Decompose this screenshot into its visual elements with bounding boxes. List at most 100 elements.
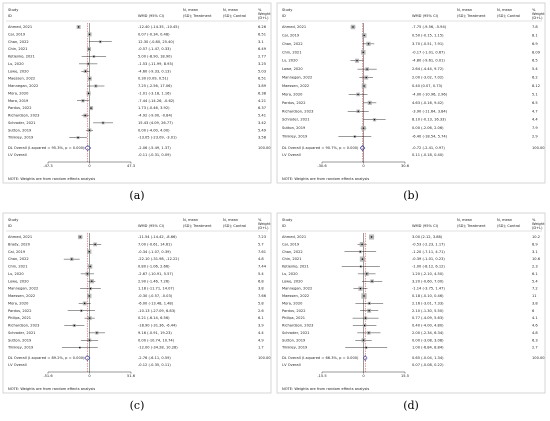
effect-ci: -7.75 (-9.56, -5.94) [412, 25, 447, 29]
weight: 6.5 [532, 59, 538, 63]
iv-ci: 0.11 (-0.18, 0.40) [412, 153, 444, 157]
study-name: Chin, 2021 [8, 47, 28, 51]
effect-ci: 3.70 (-0.51, 7.91) [412, 42, 444, 46]
point-estimate [84, 70, 87, 72]
effect-ci: -4.92 (-9.00, -0.84) [138, 114, 173, 118]
x-tick-label: -47.3 [43, 164, 52, 168]
study-name: Trinkley, 2019 [281, 135, 308, 139]
overall-diamond [84, 355, 91, 361]
x-tick-label: 47.3 [127, 164, 135, 168]
weight: 8.12 [532, 84, 540, 88]
point-estimate [88, 295, 90, 297]
overall-diamond [359, 145, 366, 151]
effect-ci: 0.40 (0.07, 0.73) [412, 84, 443, 88]
point-estimate [94, 243, 96, 246]
effect-ci: 0.21 (-6.14, 6.56) [138, 316, 170, 320]
point-estimate [362, 339, 365, 341]
weight: 1.7 [258, 346, 264, 350]
effect-ci: -4.60 (-9.33, 0.13) [138, 69, 171, 73]
overall-label: DL Overall (I-squared = 89.2%, p = 0.000… [8, 356, 85, 360]
weight: 3.8 [258, 287, 264, 291]
x-tick-label: 0 [88, 164, 91, 168]
note: NOTE: Weights are from random effects an… [282, 177, 369, 181]
point-estimate [363, 34, 365, 37]
point-estimate [88, 251, 90, 253]
effect-ci: 1.18 (-11.71, 14.07) [138, 287, 175, 291]
study-name: Cai, 2019 [282, 33, 300, 37]
column-header: N, mean [497, 218, 512, 222]
column-header: ID [8, 224, 12, 228]
weight: 5.4 [532, 67, 538, 71]
weight: 6.2 [532, 76, 538, 80]
weight: 5.41 [258, 114, 266, 118]
weight: 3.1 [532, 250, 538, 254]
point-estimate [370, 236, 373, 238]
effect-ci: 4.63 (-0.16, 9.42) [412, 101, 444, 105]
weight: 6.49 [258, 47, 267, 51]
study-name: Chan, 2022 [282, 42, 303, 46]
effect-ci: -11.54 (-14.42, -8.66) [138, 235, 177, 239]
overall-ci: -0.72 (-2.41, 0.97) [412, 146, 445, 150]
point-estimate [88, 129, 91, 131]
weight: 3.8 [532, 301, 538, 305]
study-name: Mannegan, 2022 [8, 84, 38, 88]
effect-ci: 1.20 (-2.10, 4.50) [412, 272, 444, 276]
effect-ci: 7.00 (-0.61, 14.61) [138, 242, 172, 246]
effect-ci: 0.00 (-2.06, 2.06) [412, 126, 444, 130]
study-name: Richardson, 2023 [282, 109, 313, 113]
point-estimate [91, 280, 93, 282]
point-estimate [102, 122, 104, 124]
overall-weight: 100.00 [532, 356, 545, 360]
column-header: N, mean [457, 218, 472, 222]
effect-ci: -18.90 (-31.36, -6.44) [138, 324, 177, 328]
column-header: Weight [258, 12, 271, 16]
point-estimate [88, 339, 91, 341]
effect-ci: -2.67 (-10.91, 5.57) [138, 272, 174, 276]
study-name: Philips, 2021 [282, 316, 305, 320]
column-header: N, mean [223, 218, 238, 222]
forest-plot: Study ID WMD (95% CI) N, mean (SD); Treatmen… [276, 212, 546, 394]
point-estimate [361, 258, 364, 260]
column-header: WMD (95% CI) [138, 14, 165, 18]
column-header: (SD); Control [497, 14, 520, 18]
iv-label: I-V Overall [282, 363, 301, 367]
effect-ci: 3.00 (2.12, 3.88) [412, 235, 443, 239]
study-name: Pardus, 2022 [8, 106, 31, 110]
column-header: (D+L) [532, 16, 543, 20]
study-name: Lu, 2020 [282, 272, 298, 276]
column-header: N, mean [497, 8, 512, 12]
column-header: (SD); Treatment [457, 14, 486, 18]
point-estimate [369, 102, 371, 104]
study-name: Richardson, 2023 [282, 324, 313, 328]
study-name: Mannegan, 2022 [282, 287, 312, 291]
panel-label: (c) [130, 399, 145, 412]
weight: 6.1 [258, 316, 264, 320]
effect-ci: -0.30 (-0.57, -0.03) [138, 294, 173, 298]
column-header: (D+L) [258, 226, 269, 230]
overall-ci: -2.06 (-5.49, 1.37) [138, 146, 171, 150]
study-name: Schroder, 2021 [8, 121, 36, 125]
effect-ci: 2.64 (-4.44, 9.72) [412, 67, 444, 71]
study-name: Pardus, 2022 [8, 309, 31, 313]
study-name: Lu, 2020 [8, 272, 24, 276]
effect-ci: -1.01 (-3.18, 1.16) [138, 91, 171, 95]
effect-ci: 9.16 (-0.91, 19.23) [138, 331, 172, 335]
weight: 4.21 [258, 99, 266, 103]
x-tick-label: 15.5 [401, 374, 409, 378]
effect-ci: -0.17 (-1.01, 0.67) [412, 50, 445, 54]
column-header: % [258, 218, 262, 222]
study-name: Lu, 2020 [282, 59, 298, 63]
point-estimate [367, 43, 370, 45]
study-name: Lowe, 2020 [282, 279, 303, 283]
effect-ci: -1.53 (-11.99, 8.93) [138, 62, 174, 66]
point-estimate [366, 273, 368, 275]
effect-ci: 15.43 (4.09, 26.77) [138, 121, 173, 125]
weight: 10.6 [532, 257, 541, 261]
effect-ci: -0.34 (-1.07, 0.39) [138, 250, 171, 254]
panel-label: (b) [403, 189, 419, 202]
study-name: Pardus, 2022 [282, 101, 305, 105]
column-header: Study [8, 218, 19, 222]
study-name: Trinkley, 2019 [7, 136, 34, 140]
point-estimate [363, 85, 365, 87]
study-name: Maessen, 2022 [8, 77, 35, 81]
